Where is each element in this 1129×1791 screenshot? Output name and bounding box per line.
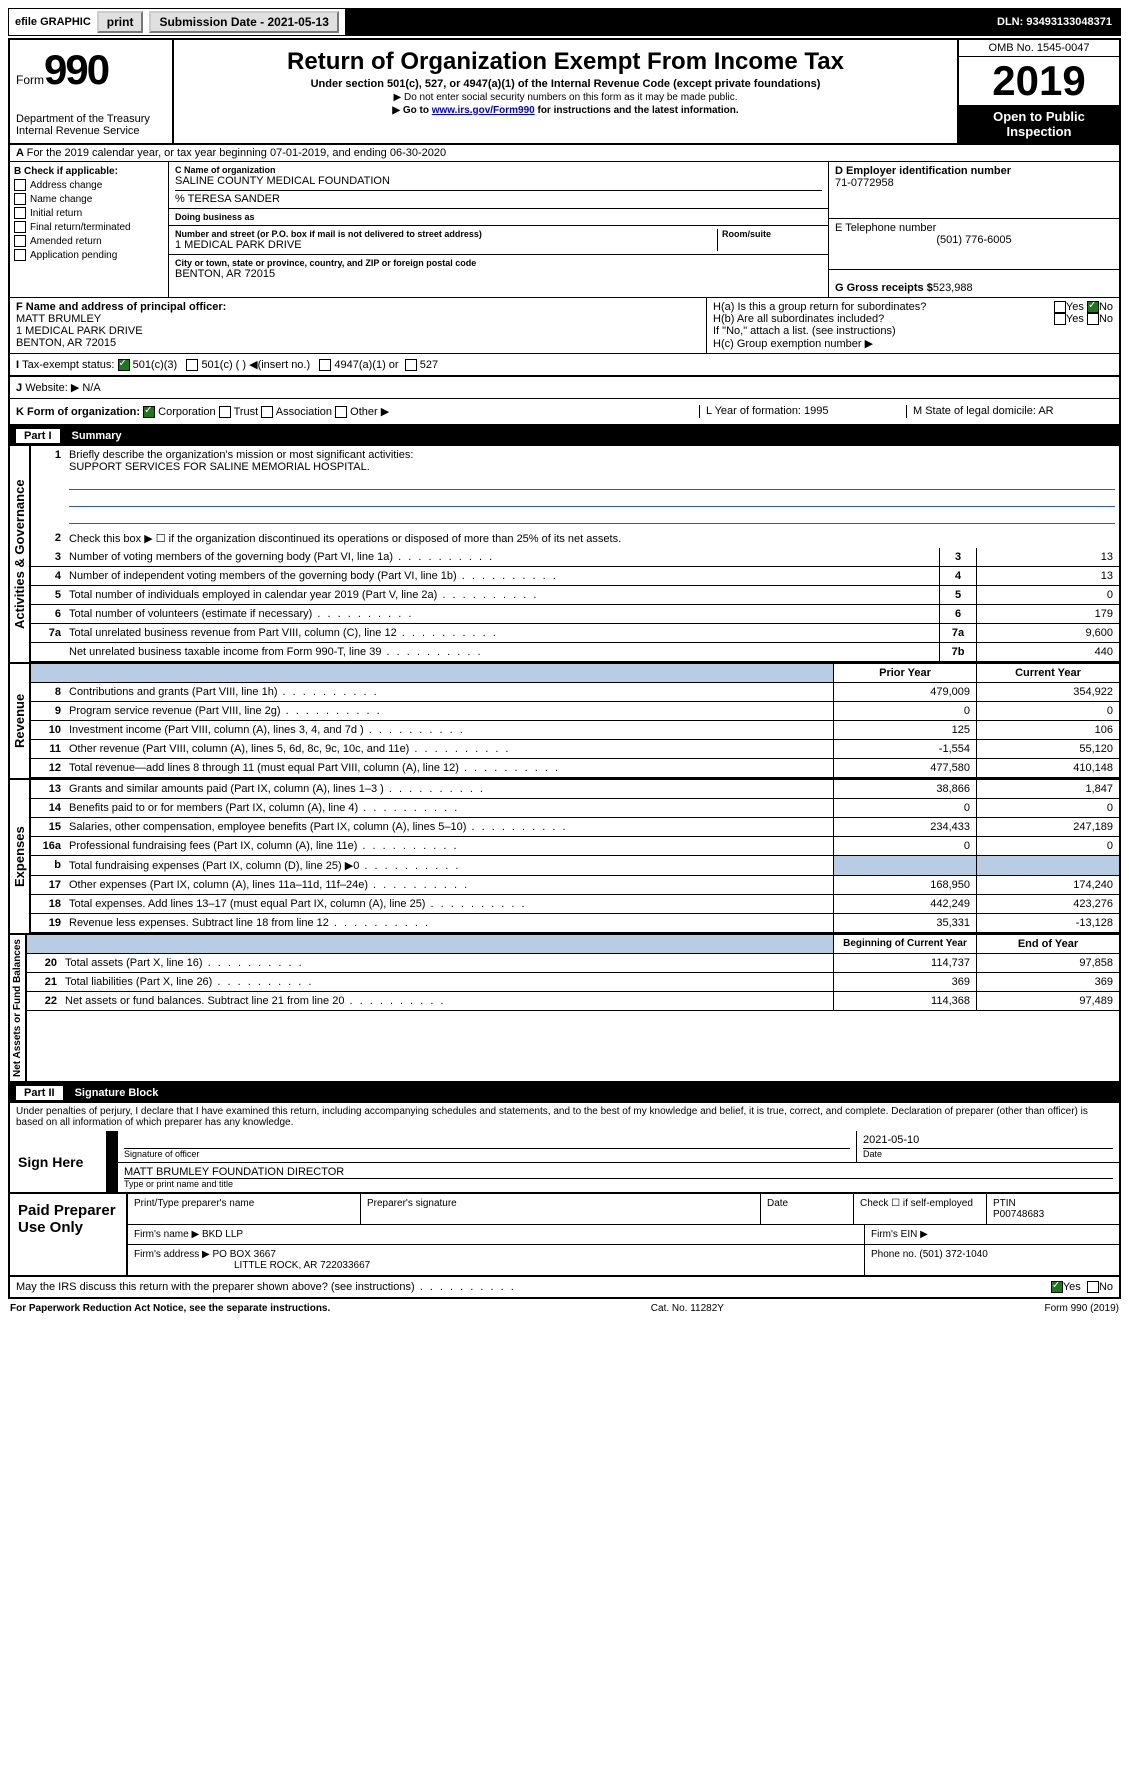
row-a-tax-year: A For the 2019 calendar year, or tax yea… (8, 143, 1121, 162)
paid-preparer-section: Paid Preparer Use Only Print/Type prepar… (8, 1194, 1121, 1277)
table-row: 3Number of voting members of the governi… (31, 548, 1119, 567)
table-row: 9Program service revenue (Part VIII, lin… (31, 702, 1119, 721)
omb-number: OMB No. 1545-0047 (959, 40, 1119, 57)
table-row: 16aProfessional fundraising fees (Part I… (31, 837, 1119, 856)
table-row: 19Revenue less expenses. Subtract line 1… (31, 914, 1119, 933)
table-row: bTotal fundraising expenses (Part IX, co… (31, 856, 1119, 876)
declaration-text: Under penalties of perjury, I declare th… (8, 1103, 1121, 1131)
ein-value: 71-0772958 (835, 177, 1113, 189)
ssn-warning: ▶ Do not enter social security numbers o… (180, 92, 951, 103)
vlabel-revenue: Revenue (10, 664, 31, 778)
discuss-no-checkbox[interactable] (1087, 1281, 1099, 1293)
signer-name: MATT BRUMLEY FOUNDATION DIRECTOR (124, 1166, 1113, 1179)
sign-here-section: Sign Here Signature of officer 2021-05-1… (8, 1131, 1121, 1194)
discuss-yes-checkbox[interactable] (1051, 1281, 1063, 1293)
goto-link: ▶ Go to www.irs.gov/Form990 for instruct… (180, 105, 951, 116)
row-i-tax-status: I Tax-exempt status: 501(c)(3) 501(c) ( … (8, 354, 1121, 377)
part1-header: Part I Summary (8, 426, 1121, 446)
ha-no-checkbox[interactable] (1087, 301, 1099, 313)
table-row: 22Net assets or fund balances. Subtract … (27, 992, 1119, 1011)
footer: For Paperwork Reduction Act Notice, see … (8, 1299, 1121, 1318)
form-number: Form 990 (16, 46, 166, 94)
table-row: 13Grants and similar amounts paid (Part … (31, 780, 1119, 799)
row-k-form-org: K Form of organization: Corporation Trus… (8, 399, 1121, 426)
table-row: 14Benefits paid to or for members (Part … (31, 799, 1119, 818)
submission-date-button[interactable]: Submission Date - 2021-05-13 (149, 11, 338, 33)
row-j-website: J Website: ▶ N/A (8, 377, 1121, 399)
part1-body: Activities & Governance 1 Briefly descri… (8, 446, 1121, 664)
print-button[interactable]: print (97, 11, 144, 33)
tax-year: 2019 (959, 57, 1119, 105)
irs-link[interactable]: www.irs.gov/Form990 (432, 105, 535, 116)
year-formation: L Year of formation: 1995 (699, 405, 906, 418)
org-name: SALINE COUNTY MEDICAL FOUNDATION (175, 175, 822, 187)
telephone: (501) 776-6005 (835, 234, 1113, 246)
inspection-label: Open to PublicInspection (959, 105, 1119, 143)
table-row: 5Total number of individuals employed in… (31, 586, 1119, 605)
sign-date: 2021-05-10 (863, 1134, 1113, 1149)
table-row: 6Total number of volunteers (estimate if… (31, 605, 1119, 624)
irs-discuss-row: May the IRS discuss this return with the… (8, 1277, 1121, 1299)
irs-label: Internal Revenue Service (16, 125, 166, 137)
vlabel-expenses: Expenses (10, 780, 31, 933)
officer-name: MATT BRUMLEY (16, 313, 700, 325)
ha-yes-checkbox[interactable] (1054, 301, 1066, 313)
column-b-checkboxes: B Check if applicable: Address changeNam… (10, 162, 169, 297)
table-row: 11Other revenue (Part VIII, column (A), … (31, 740, 1119, 759)
vlabel-governance: Activities & Governance (10, 446, 31, 662)
501c3-checkbox[interactable] (118, 359, 130, 371)
form-subtitle: Under section 501(c), 527, or 4947(a)(1)… (180, 78, 951, 90)
dept-label: Department of the Treasury (16, 113, 166, 125)
part2-header: Part II Signature Block (8, 1083, 1121, 1103)
toolbar-spacer (345, 9, 989, 35)
section-fh: F Name and address of principal officer:… (8, 297, 1121, 354)
gross-receipts: 523,988 (933, 282, 973, 294)
ptin-value: P00748683 (993, 1209, 1113, 1220)
street-address: 1 MEDICAL PARK DRIVE (175, 239, 717, 251)
table-row: 21Total liabilities (Part X, line 26)369… (27, 973, 1119, 992)
section-bcd: B Check if applicable: Address changeNam… (8, 162, 1121, 297)
website-value: N/A (82, 382, 100, 394)
hb-yes-checkbox[interactable] (1054, 313, 1066, 325)
table-row: 15Salaries, other compensation, employee… (31, 818, 1119, 837)
state-domicile: M State of legal domicile: AR (906, 405, 1113, 418)
corp-checkbox[interactable] (143, 406, 155, 418)
top-toolbar: efile GRAPHIC print Submission Date - 20… (8, 8, 1121, 36)
vlabel-netassets: Net Assets or Fund Balances (10, 935, 27, 1081)
table-row: 18Total expenses. Add lines 13–17 (must … (31, 895, 1119, 914)
column-c-org-info: C Name of organization SALINE COUNTY MED… (169, 162, 829, 297)
mission-text: SUPPORT SERVICES FOR SALINE MEMORIAL HOS… (69, 461, 1115, 473)
table-row: 4Number of independent voting members of… (31, 567, 1119, 586)
hb-no-checkbox[interactable] (1087, 313, 1099, 325)
column-d-ein: D Employer identification number 71-0772… (829, 162, 1119, 297)
care-of: % TERESA SANDER (175, 190, 822, 205)
efile-label: efile GRAPHIC (15, 16, 91, 28)
table-row: 10Investment income (Part VIII, column (… (31, 721, 1119, 740)
table-row: 12Total revenue—add lines 8 through 11 (… (31, 759, 1119, 778)
table-row: 20Total assets (Part X, line 16)114,7379… (27, 954, 1119, 973)
form-title: Return of Organization Exempt From Incom… (180, 48, 951, 76)
city-state-zip: BENTON, AR 72015 (175, 268, 822, 280)
firm-phone: (501) 372-1040 (919, 1249, 987, 1260)
form-header: Form 990 Department of the Treasury Inte… (8, 38, 1121, 143)
table-row: Net unrelated business taxable income fr… (31, 643, 1119, 662)
table-row: 17Other expenses (Part IX, column (A), l… (31, 876, 1119, 895)
firm-name: BKD LLP (202, 1229, 243, 1240)
table-row: 8Contributions and grants (Part VIII, li… (31, 683, 1119, 702)
table-row: 7aTotal unrelated business revenue from … (31, 624, 1119, 643)
dln-label: DLN: 93493133048371 (989, 9, 1120, 35)
